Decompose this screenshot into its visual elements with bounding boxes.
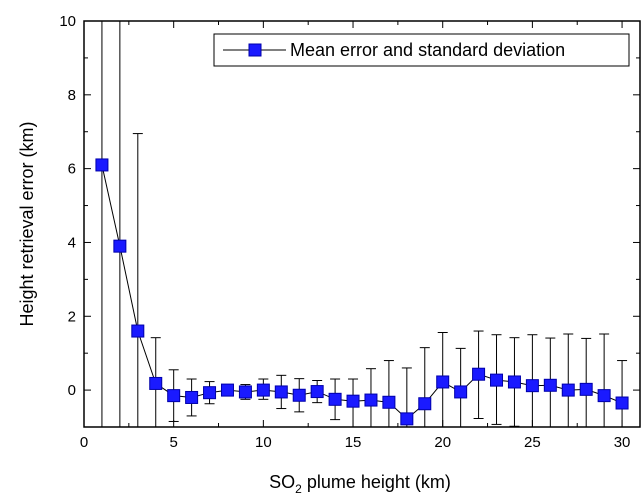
- data-point: [167, 389, 181, 403]
- data-point: [274, 385, 288, 399]
- y-tick-label: 2: [68, 308, 76, 325]
- axes: 0 5 10 15 20 25 30 0 2 4 6 8 10: [59, 13, 640, 451]
- x-tick-label: 15: [345, 434, 362, 451]
- data-point: [310, 385, 324, 399]
- x-tick-label: 5: [170, 434, 178, 451]
- plot-frame: [83, 20, 641, 428]
- data-point: [579, 382, 593, 396]
- x-tick-label: 25: [524, 434, 541, 451]
- plot-area: [95, 21, 629, 427]
- error-bar: [114, 21, 125, 427]
- x-tick-label: 20: [434, 434, 451, 451]
- data-point: [113, 239, 127, 253]
- y-tick-label: 10: [59, 13, 76, 30]
- data-point: [454, 385, 468, 399]
- data-point: [507, 375, 521, 389]
- data-point: [436, 375, 450, 389]
- x-axis-title: SO2 plume height (km): [269, 472, 451, 496]
- legend-marker-sample: [248, 43, 262, 57]
- data-point: [597, 389, 611, 403]
- data-point: [400, 412, 414, 426]
- legend-label: Mean error and standard deviation: [290, 40, 565, 60]
- data-point: [543, 378, 557, 392]
- error-bar: [132, 133, 143, 427]
- data-point: [149, 376, 163, 390]
- data-point: [490, 373, 504, 387]
- data-point: [418, 397, 432, 411]
- x-axis-title-rest: plume height (km): [302, 472, 451, 492]
- x-tick-label: 10: [255, 434, 272, 451]
- x-tick-label: 30: [614, 434, 631, 451]
- data-point: [472, 367, 486, 381]
- y-tick-label: 0: [68, 382, 76, 399]
- data-point: [185, 390, 199, 404]
- error-bar: [96, 21, 107, 427]
- data-point: [256, 383, 270, 397]
- data-point: [382, 395, 396, 409]
- data-point: [131, 324, 145, 338]
- data-point: [615, 396, 629, 410]
- data-point: [95, 158, 109, 172]
- data-point: [364, 393, 378, 407]
- legend: Mean error and standard deviation: [213, 33, 630, 67]
- x-tick-label: 0: [80, 434, 88, 451]
- y-tick-label: 6: [68, 161, 76, 178]
- data-point: [238, 385, 252, 399]
- x-axis-title-subscript: 2: [295, 482, 302, 496]
- y-tick-label: 4: [68, 234, 76, 251]
- y-tick-label: 8: [68, 87, 76, 104]
- data-point: [292, 388, 306, 402]
- x-axis-title-main: SO: [269, 472, 295, 492]
- data-point: [203, 386, 217, 400]
- data-point: [525, 379, 539, 393]
- data-point: [561, 383, 575, 397]
- y-axis-title: Height retrieval error (km): [17, 121, 37, 326]
- data-point: [328, 392, 342, 406]
- data-point: [220, 383, 234, 397]
- data-point: [346, 394, 360, 408]
